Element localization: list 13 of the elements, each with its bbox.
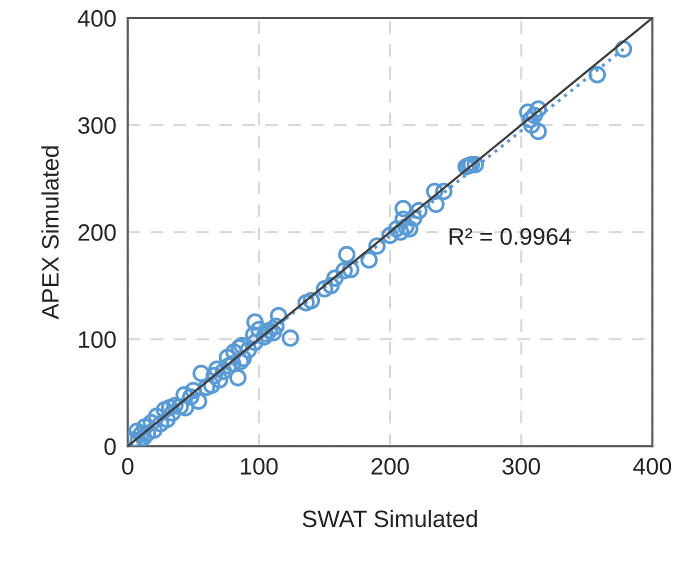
annotation: R² = 0.9964 <box>450 228 572 245</box>
y-tick-label: 100 <box>79 331 116 348</box>
x-tick-label: 400 <box>633 458 672 475</box>
x-tick-label: 300 <box>502 458 540 475</box>
y-tick-label: 0 <box>104 438 116 456</box>
y-axis-title: APEX Simulated <box>41 146 59 320</box>
x-tick-label: 0 <box>122 458 134 475</box>
x-tick-label: 200 <box>372 458 409 475</box>
y-tick-label: 300 <box>78 117 116 134</box>
y-tick-label: 400 <box>78 10 116 27</box>
x-axis-title: SWAT Simulated <box>302 510 477 528</box>
y-tick-label: 200 <box>78 224 116 241</box>
x-tick-label: 100 <box>241 458 278 475</box>
